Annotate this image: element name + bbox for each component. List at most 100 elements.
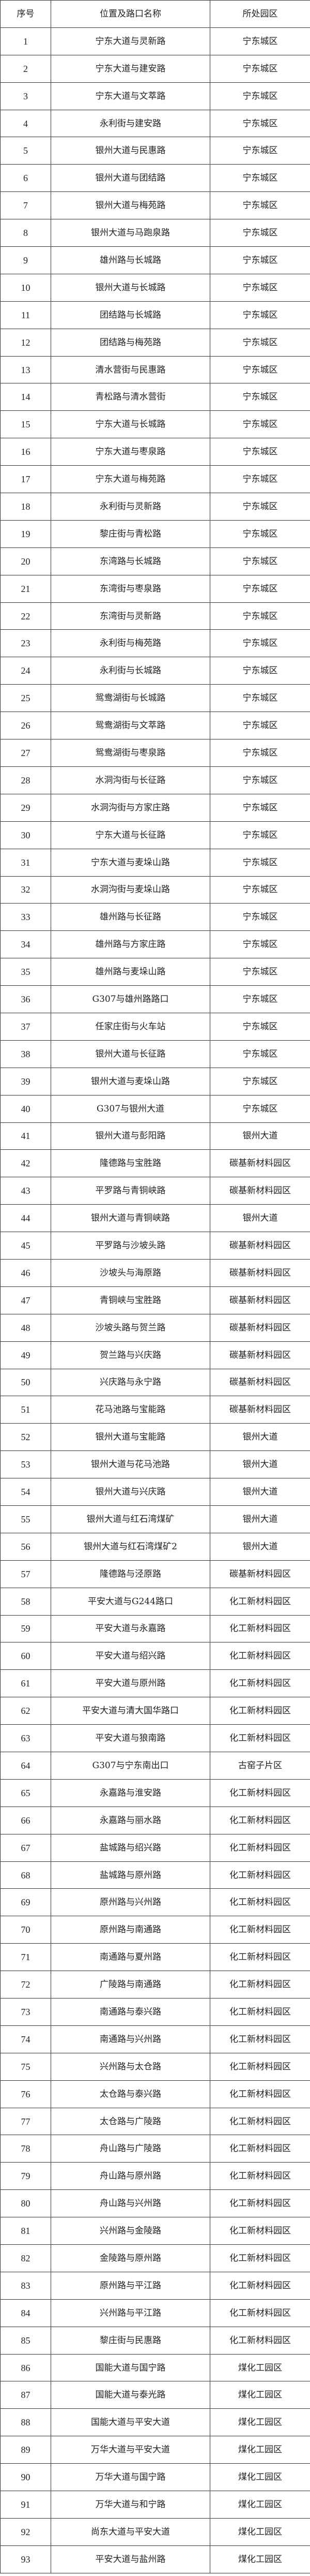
table-row: 9 雄州路与长城路 宁东城区 [0, 246, 310, 274]
cell-index: 44 [0, 1204, 51, 1233]
cell-park: 化工新材料园区 [210, 1916, 310, 1944]
cell-location: 永嘉路与淮安路 [51, 1779, 210, 1807]
table-row: 65 永嘉路与淮安路 化工新材料园区 [0, 1779, 310, 1807]
cell-park: 煤化工园区 [210, 2463, 310, 2492]
cell-location: 鸳鸯湖街与枣泉路 [51, 739, 210, 767]
cell-park: 化工新材料园区 [210, 1779, 310, 1807]
cell-location: 平罗路与沙坡头路 [51, 1232, 210, 1260]
cell-park: 煤化工园区 [210, 2381, 310, 2409]
cell-index: 16 [0, 438, 51, 466]
table-row: 13 清水营街与民惠路 宁东城区 [0, 356, 310, 384]
cell-location: 银州大道与青铜峡路 [51, 1204, 210, 1233]
table-body: 1 宁东大道与灵新路 宁东城区 2 宁东大道与建安路 宁东城区 3 宁东大道与文萃路 宁东城区 4… [0, 27, 310, 2573]
cell-index: 35 [0, 958, 51, 986]
cell-location: 任家庄街与火车站 [51, 1012, 210, 1041]
cell-index: 30 [0, 821, 51, 849]
cell-park: 煤化工园区 [210, 2491, 310, 2519]
cell-index: 75 [0, 2052, 51, 2081]
cell-park: 化工新材料园区 [210, 1971, 310, 1999]
table-row: 26 鸳鸯湖街与文萃路 宁东城区 [0, 712, 310, 740]
cell-location: 花马池路与宝能路 [51, 1396, 210, 1424]
cell-park: 宁东城区 [210, 164, 310, 193]
table-row: 93 平安大道与盐州路 煤化工园区 [0, 2545, 310, 2573]
cell-index: 62 [0, 1697, 51, 1725]
cell-location: 水洞沟街与方家庄路 [51, 793, 210, 822]
cell-location: 国能大道与平安大道 [51, 2408, 210, 2437]
table-row: 19 黎庄街与青松路 宁东城区 [0, 520, 310, 548]
cell-location: 广陵路与南通路 [51, 1971, 210, 1999]
table-row: 66 永嘉路与丽水路 化工新材料园区 [0, 1806, 310, 1834]
cell-index: 71 [0, 1943, 51, 1972]
table-row: 82 金陵路与原州路 化工新材料园区 [0, 2244, 310, 2272]
cell-location: 兴州路与平江路 [51, 2299, 210, 2327]
cell-location: 青铜峡与宝胜路 [51, 1286, 210, 1314]
table-row: 34 雄州路与方家庄路 宁东城区 [0, 930, 310, 959]
cell-index: 90 [0, 2463, 51, 2492]
table-row: 23 永利街与梅苑路 宁东城区 [0, 629, 310, 658]
cell-location: 宁东大道与长征路 [51, 821, 210, 849]
cell-location: 平安大道与绍兴路 [51, 1642, 210, 1670]
table-row: 32 水洞沟街与麦垛山路 宁东城区 [0, 876, 310, 904]
cell-park: 宁东城区 [210, 109, 310, 138]
table-row: 27 鸳鸯湖街与枣泉路 宁东城区 [0, 739, 310, 767]
table-row: 68 盐城路与原州路 化工新材料园区 [0, 1861, 310, 1889]
cell-location: 雄州路与长城路 [51, 246, 210, 274]
table-row: 89 万华大道与平安大道 煤化工园区 [0, 2436, 310, 2464]
cell-park: 银州大道 [210, 1532, 310, 1561]
table-row: 50 兴庆路与永宁路 碳基新材料园区 [0, 1368, 310, 1397]
cell-park: 宁东城区 [210, 629, 310, 658]
cell-park: 化工新材料园区 [210, 1587, 310, 1616]
cell-index: 64 [0, 1752, 51, 1780]
cell-location: 南通路与泰兴路 [51, 1998, 210, 2026]
cell-park: 银州大道 [210, 1423, 310, 1452]
cell-park: 化工新材料园区 [210, 1669, 310, 1698]
cell-index: 29 [0, 793, 51, 822]
cell-location: 原州路与南通路 [51, 1916, 210, 1944]
cell-index: 88 [0, 2408, 51, 2437]
cell-park: 宁东城区 [210, 465, 310, 494]
cell-park: 碳基新材料园区 [210, 1396, 310, 1424]
cell-location: 雄州路与麦垛山路 [51, 958, 210, 986]
cell-park: 碳基新材料园区 [210, 1368, 310, 1397]
cell-location: 宁东大道与长城路 [51, 410, 210, 439]
cell-park: 宁东城区 [210, 191, 310, 220]
cell-index: 91 [0, 2491, 51, 2519]
cell-park: 宁东城区 [210, 712, 310, 740]
cell-park: 化工新材料园区 [210, 2107, 310, 2136]
cell-location: 国能大道与国宁路 [51, 2353, 210, 2382]
cell-index: 23 [0, 629, 51, 658]
table-row: 33 雄州路与长征路 宁东城区 [0, 903, 310, 931]
cell-park: 宁东城区 [210, 1040, 310, 1068]
cell-index: 40 [0, 1094, 51, 1123]
table-row: 22 东湾街与灵新路 宁东城区 [0, 602, 310, 630]
cell-park: 宁东城区 [210, 356, 310, 384]
cell-index: 15 [0, 410, 51, 439]
cell-location: 平罗路与青铜峡路 [51, 1177, 210, 1205]
table-row: 20 东湾路与长城路 宁东城区 [0, 547, 310, 575]
table-row: 18 永利街与灵新路 宁东城区 [0, 493, 310, 521]
cell-park: 化工新材料园区 [210, 2271, 310, 2300]
table-row: 54 银州大道与兴庆路 银州大道 [0, 1478, 310, 1506]
cell-location: 银州大道与花马池路 [51, 1450, 210, 1479]
table-row: 51 花马池路与宝能路 碳基新材料园区 [0, 1396, 310, 1424]
cell-location: 银州大道与麦垛山路 [51, 1067, 210, 1095]
cell-park: 宁东城区 [210, 547, 310, 575]
cell-index: 50 [0, 1368, 51, 1397]
cell-park: 宁东城区 [210, 219, 310, 247]
cell-index: 12 [0, 328, 51, 357]
cell-park: 宁东城区 [210, 793, 310, 822]
cell-location: 银州大道与红石湾煤矿 [51, 1505, 210, 1533]
cell-index: 93 [0, 2545, 51, 2573]
cell-park: 煤化工园区 [210, 2353, 310, 2382]
cell-location: 万华大道与平安大道 [51, 2436, 210, 2464]
cell-location: 沙坡头路与贺兰路 [51, 1313, 210, 1342]
table-row: 7 银州大道与梅苑路 宁东城区 [0, 191, 310, 220]
cell-location: 银州大道与彭阳路 [51, 1122, 210, 1150]
cell-location: 平安大道与G244路口 [51, 1587, 210, 1616]
table-row: 25 鸳鸯湖街与长城路 宁东城区 [0, 684, 310, 713]
cell-location: 宁东大道与建安路 [51, 54, 210, 83]
cell-location: 水洞沟街与麦垛山路 [51, 876, 210, 904]
cell-index: 18 [0, 493, 51, 521]
cell-index: 67 [0, 1833, 51, 1862]
cell-index: 83 [0, 2271, 51, 2300]
